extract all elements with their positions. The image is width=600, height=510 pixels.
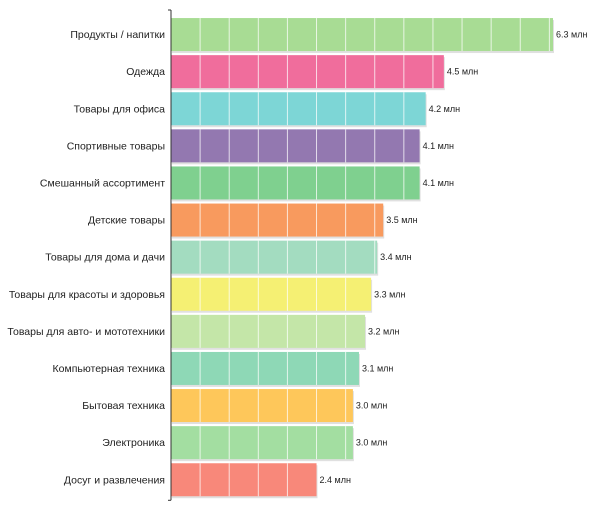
category-label: Одежда: [126, 66, 165, 78]
category-label: Смешанный ассортимент: [40, 177, 165, 189]
value-label: 4.1 млн: [423, 178, 454, 188]
value-label: 4.1 млн: [423, 141, 454, 151]
category-label: Детские товары: [88, 215, 165, 227]
bar: [171, 92, 426, 126]
value-label: 6.3 млн: [556, 30, 587, 40]
category-label: Продукты / напитки: [70, 29, 165, 41]
category-label: Товары для дома и дачи: [45, 252, 165, 264]
value-label: 3.1 млн: [362, 363, 393, 373]
bar: [171, 351, 359, 385]
bar: [171, 129, 420, 163]
bar: [171, 426, 353, 460]
value-label: 3.2 млн: [368, 326, 399, 336]
category-label: Бытовая техника: [82, 400, 165, 412]
bar: [171, 314, 366, 348]
value-label: 3.0 млн: [356, 401, 387, 411]
value-label: 4.2 млн: [429, 104, 460, 114]
category-label: Компьютерная техника: [53, 363, 166, 375]
category-label: Товары для офиса: [74, 103, 165, 115]
category-label: Спортивные товары: [67, 140, 165, 152]
bar: [171, 389, 353, 423]
bar: [171, 240, 378, 274]
value-label: 2.4 млн: [320, 475, 351, 485]
value-label: 3.3 млн: [374, 289, 405, 299]
value-label: 3.0 млн: [356, 438, 387, 448]
category-label: Досуг и развлечения: [64, 474, 165, 486]
category-label: Товары для красоты и здоровья: [9, 289, 165, 301]
value-label: 3.4 млн: [380, 252, 411, 262]
category-label: Электроника: [102, 437, 165, 449]
value-label: 4.5 млн: [447, 67, 478, 77]
bar: [171, 463, 317, 497]
value-label: 3.5 млн: [386, 215, 417, 225]
bar: [171, 18, 553, 52]
category-label: Товары для авто- и мототехники: [7, 326, 165, 338]
bar: [171, 55, 444, 89]
bar: [171, 277, 372, 311]
bar: [171, 203, 384, 237]
bar: [171, 166, 420, 200]
